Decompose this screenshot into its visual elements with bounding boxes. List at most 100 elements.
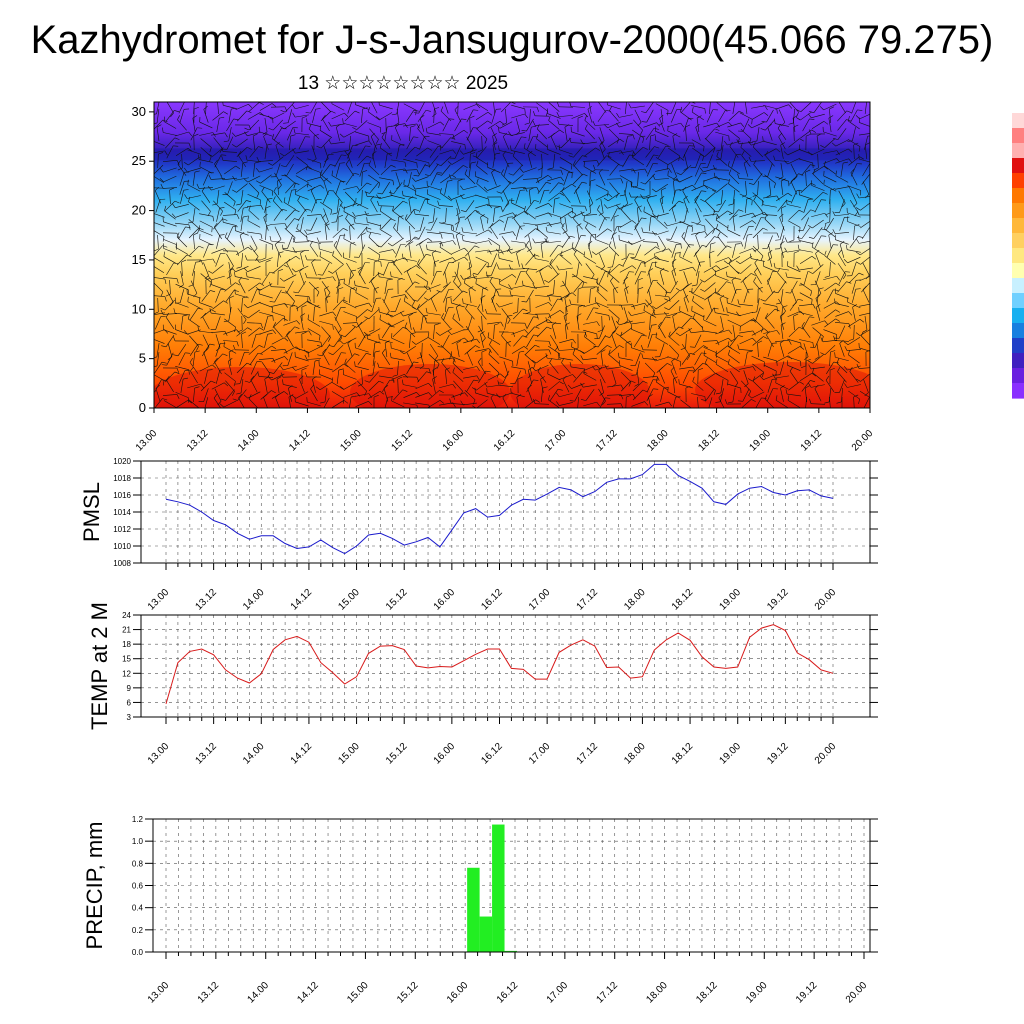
wind-barb-flag [839,339,844,344]
wind-barb [828,118,832,132]
wind-barb-flag [413,112,419,114]
wind-barb-flag [592,120,596,126]
wind-barb-flag [788,340,792,345]
y-tick-label: 3 [127,713,132,722]
wind-barb [166,262,174,276]
wind-barb [528,127,532,141]
wind-barb-flag [584,206,587,211]
wind-barb [331,382,345,390]
wind-barb-flag [508,264,512,270]
wind-barb [679,383,693,389]
wind-barb-flag [582,281,585,287]
wind-barb-flag [824,213,828,218]
wind-barb [584,147,596,157]
wind-barb [331,141,345,145]
wind-barb-flag [390,271,392,277]
wind-barb [716,183,728,193]
wind-barb [742,280,750,294]
wind-barb-flag [631,374,637,376]
wind-barb-flag [700,288,705,292]
colorbar-swatch [1012,158,1024,174]
wind-barb [695,154,701,168]
wind-barb [659,370,665,384]
wind-barb [321,335,331,347]
wind-barb [850,172,858,186]
wind-barb [704,362,716,374]
wind-barb-flag [787,192,793,197]
wind-barb-flag [858,398,860,404]
wind-barb [547,373,561,381]
wind-barb [295,132,309,136]
wind-barb [343,301,357,309]
y-tick-label: 0.0 [132,948,144,957]
wind-barb-flag [234,271,236,277]
wind-barb [417,308,427,320]
wind-barb-flag [593,164,596,170]
x-tick-label: 14.12 [289,741,315,767]
wind-barb-flag [728,329,733,335]
wind-barb [198,187,214,189]
wind-barb [503,217,509,231]
wind-barb [523,222,537,226]
wind-barb-flag [404,168,408,174]
wind-barb [417,254,427,266]
wind-barb [595,184,609,192]
wind-barb-flag [754,267,758,273]
wind-barb [655,157,669,165]
wind-barb [415,392,429,398]
wind-barb [332,255,344,265]
wind-barb [631,401,645,407]
wind-barb-flag [368,140,373,145]
wind-barb-flag [284,349,288,354]
wind-barb-flag [873,312,876,316]
wind-barb [199,121,213,129]
wind-barb-flag [825,375,830,381]
wind-barb [259,239,273,245]
wind-barb [632,380,644,392]
wind-barb-flag [183,377,189,380]
wind-barb [420,316,424,330]
wind-barb-flag [627,240,632,245]
wind-barb [444,102,449,114]
wind-barb [634,109,642,123]
wind-barb-flag [606,155,612,158]
wind-barb-flag [569,361,572,367]
wind-barb [175,222,189,226]
wind-barb-flag [623,203,628,207]
wind-barb [540,244,544,258]
wind-barb-flag [379,314,381,320]
wind-barb [488,237,500,247]
wind-barb [692,147,704,157]
wind-barb [403,184,417,192]
wind-barb [680,111,692,121]
wind-barb-flag [580,399,586,401]
wind-barb [270,223,286,225]
wind-barb-flag [779,213,784,218]
wind-barb [800,111,812,121]
wind-barb-flag [675,178,680,183]
wind-barb-flag [767,276,772,281]
wind-barb [475,194,489,200]
y-tick-label: 1008 [113,559,131,568]
wind-barb [295,194,309,200]
wind-barb-flag [667,386,669,392]
wind-barb-flag [865,194,870,199]
wind-barb [235,230,249,236]
wind-barb-flag [700,167,704,173]
wind-barb-flag [667,110,669,116]
wind-barb-flag [576,313,582,317]
wind-barb [549,362,559,374]
wind-barb [392,326,404,338]
wind-barb [526,316,534,330]
wind-barb [439,383,453,389]
wind-barb [599,325,605,339]
wind-barb-flag [556,265,560,271]
wind-barb [655,294,669,298]
wind-barb-flag [344,358,347,364]
wind-barb-flag [760,299,766,302]
wind-barb [595,301,609,309]
wind-barb-flag [512,151,516,157]
wind-barb [285,218,295,230]
wind-barb-flag [281,174,287,177]
wind-barb [444,271,448,285]
